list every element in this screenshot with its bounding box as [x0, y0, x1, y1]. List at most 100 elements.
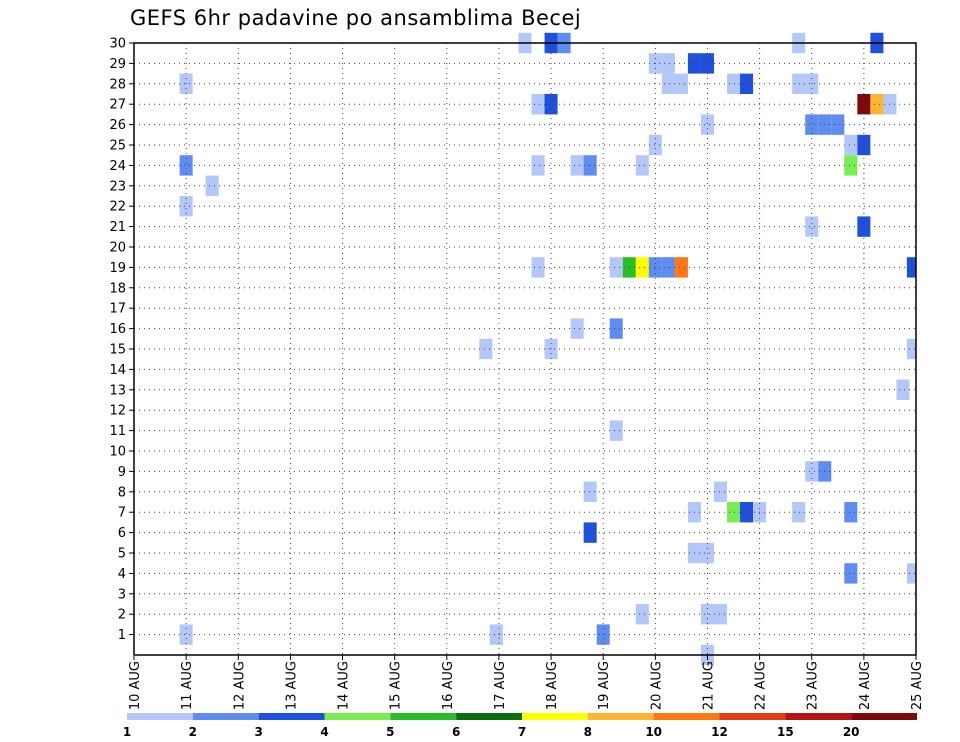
precip-cell	[870, 94, 884, 115]
y-tick-label: 4	[118, 567, 126, 582]
precip-cell	[805, 461, 819, 482]
x-tick-label: 20 AUG	[649, 661, 664, 710]
precip-cell	[713, 604, 728, 625]
legend-swatch	[456, 713, 522, 720]
y-tick-label: 9	[118, 465, 126, 480]
y-tick-label: 1	[118, 628, 126, 643]
precip-cell	[179, 196, 193, 217]
precip-cell	[805, 216, 819, 237]
legend-swatch	[522, 713, 588, 720]
x-tick-label: 25 AUG	[910, 661, 925, 710]
precip-cell	[844, 563, 858, 584]
x-tick-label: 13 AUG	[284, 661, 299, 710]
x-tick-label: 24 AUG	[858, 661, 873, 710]
y-tick-label: 13	[109, 383, 126, 398]
precip-cell	[570, 318, 584, 339]
y-axis: 1234567891011121314151617181920212223242…	[109, 37, 134, 643]
x-tick-label: 19 AUG	[597, 661, 612, 710]
legend-swatch	[587, 713, 654, 720]
x-tick-label: 16 AUG	[441, 661, 456, 710]
chart-title: GEFS 6hr padavine po ansamblima Becej	[130, 6, 582, 30]
precip-cell	[583, 155, 597, 176]
precip-cell	[906, 257, 916, 278]
precip-cell	[531, 94, 545, 115]
y-tick-label: 20	[109, 241, 126, 256]
y-tick-label: 15	[109, 343, 126, 358]
precip-cell	[844, 502, 858, 523]
legend-label: 6	[452, 725, 460, 739]
legend-label: 20	[843, 725, 860, 739]
precip-cell	[740, 73, 754, 94]
precip-cell	[609, 420, 623, 441]
precip-cell	[844, 134, 858, 156]
x-axis: 10 AUG 11 AUG 12 AUG 13 AUG 14 AUG 15 AUG 16 A…	[128, 655, 925, 710]
precip-cell	[661, 257, 675, 278]
precip-cell	[700, 604, 714, 625]
precip-cell	[661, 73, 675, 94]
y-tick-label: 12	[109, 404, 126, 419]
y-tick-label: 10	[109, 445, 126, 460]
precip-cell	[906, 338, 916, 360]
y-tick-label: 28	[109, 77, 126, 92]
legend-label: 1	[123, 725, 131, 739]
precip-cell	[906, 563, 916, 584]
precip-cell	[570, 155, 584, 176]
precip-cell	[544, 94, 558, 115]
y-tick-label: 17	[109, 302, 126, 317]
precip-cell	[857, 94, 871, 115]
y-tick-label: 30	[109, 37, 126, 52]
y-tick-label: 8	[118, 485, 126, 500]
y-tick-label: 25	[109, 139, 126, 154]
precip-cell	[635, 257, 649, 278]
precip-cell	[805, 114, 819, 135]
x-tick-label: 23 AUG	[806, 661, 821, 710]
precip-cell	[740, 502, 754, 523]
y-tick-label: 19	[109, 261, 126, 276]
y-tick-label: 11	[109, 424, 126, 439]
x-tick-label: 12 AUG	[232, 661, 247, 710]
legend-label: 5	[386, 725, 394, 739]
y-tick-label: 5	[118, 547, 126, 562]
x-tick-label: 11 AUG	[180, 661, 195, 710]
precip-cell	[661, 53, 675, 74]
x-tick-label: 17 AUG	[493, 661, 508, 710]
precip-cell	[896, 379, 910, 400]
legend-label: 4	[320, 725, 328, 739]
y-tick-label: 26	[109, 118, 126, 133]
precip-cell	[831, 114, 845, 135]
precip-cell	[635, 604, 649, 625]
precip-cell	[648, 134, 662, 156]
precip-cell	[635, 155, 649, 176]
legend-swatch	[851, 713, 917, 720]
precip-cell	[583, 522, 597, 543]
legend-label: 10	[645, 725, 662, 739]
precip-cell	[531, 257, 545, 278]
x-tick-label: 10 AUG	[128, 661, 143, 710]
precip-cell	[727, 502, 741, 523]
legend-label: 7	[518, 725, 526, 739]
precip-cell	[531, 155, 545, 176]
precip-cell	[844, 155, 858, 176]
legend-swatch	[390, 713, 457, 720]
y-tick-label: 23	[109, 179, 126, 194]
legend-swatch	[719, 713, 786, 720]
legend-label: 12	[711, 725, 728, 739]
legend-swatch	[324, 713, 391, 720]
precip-cell	[792, 73, 806, 94]
grid-layer	[134, 43, 916, 655]
y-tick-label: 21	[109, 220, 126, 235]
legend-swatch	[653, 713, 720, 720]
precip-cell	[727, 73, 741, 94]
y-tick-label: 18	[109, 281, 126, 296]
x-tick-label: 21 AUG	[701, 661, 716, 710]
cells-layer	[179, 32, 916, 666]
precip-cell	[857, 134, 871, 156]
y-tick-label: 2	[118, 608, 126, 623]
legend-label: 15	[777, 725, 794, 739]
precip-cell	[609, 257, 623, 278]
precip-cell	[179, 624, 193, 645]
precip-cell	[792, 502, 806, 523]
precip-cell	[489, 624, 503, 645]
precip-cell	[674, 73, 688, 94]
